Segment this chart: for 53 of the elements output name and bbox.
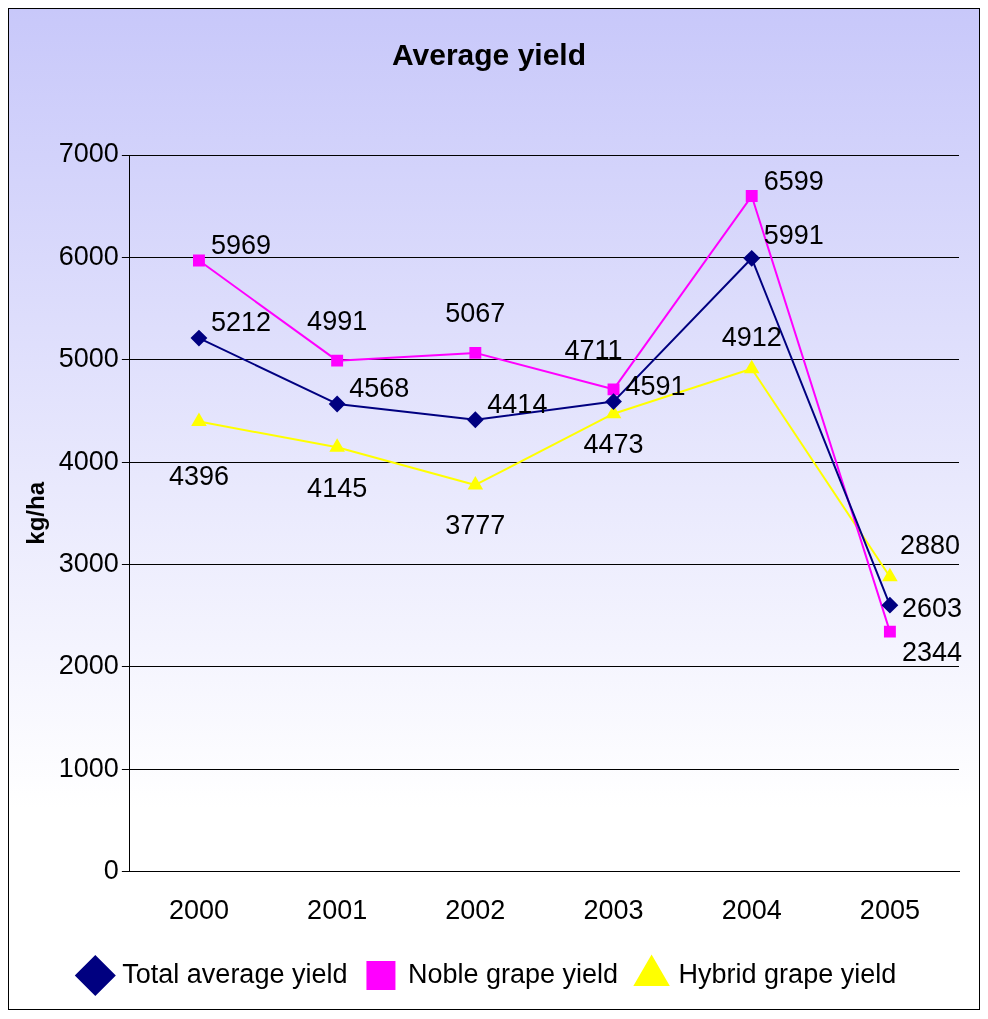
data-label: 5067 bbox=[445, 298, 506, 329]
chart-title: Average yield bbox=[392, 38, 586, 72]
point bbox=[745, 190, 758, 202]
data-label: 4991 bbox=[307, 306, 368, 337]
data-label: 2880 bbox=[899, 530, 960, 561]
y-tick-label: 1000 bbox=[58, 752, 119, 783]
x-tick-label: 2000 bbox=[168, 895, 229, 926]
data-label: 4711 bbox=[564, 334, 623, 365]
point bbox=[191, 413, 207, 427]
data-label: 4912 bbox=[721, 322, 782, 353]
data-label: 6599 bbox=[763, 165, 824, 196]
legend-label: Noble grape yield bbox=[407, 958, 619, 989]
point bbox=[193, 254, 205, 267]
y-tick-label: 6000 bbox=[58, 240, 119, 271]
data-label: 2344 bbox=[901, 637, 962, 668]
y-tick-label: 3000 bbox=[58, 547, 119, 578]
x-tick-label: 2001 bbox=[307, 895, 368, 926]
point bbox=[331, 354, 344, 367]
legend-label: Hybrid grape yield bbox=[678, 958, 897, 989]
point bbox=[605, 393, 622, 410]
data-label: 4414 bbox=[487, 389, 548, 420]
y-tick-label: 0 bbox=[103, 855, 119, 886]
data-label: 4568 bbox=[349, 373, 410, 404]
data-label: 5969 bbox=[210, 230, 272, 260]
point bbox=[743, 250, 760, 267]
point bbox=[881, 597, 898, 614]
x-tick-label: 2005 bbox=[859, 895, 920, 926]
y-tick-label: 4000 bbox=[58, 445, 119, 476]
point bbox=[607, 383, 620, 396]
point bbox=[882, 568, 897, 582]
point bbox=[329, 395, 346, 412]
data-label: 5212 bbox=[210, 307, 272, 338]
data-label: 3777 bbox=[445, 510, 506, 541]
x-tick-label: 2002 bbox=[445, 895, 506, 926]
data-label: 4145 bbox=[307, 472, 368, 503]
point bbox=[468, 476, 483, 490]
y-tick-label: 5000 bbox=[58, 343, 119, 374]
x-tick-label: 2004 bbox=[721, 895, 782, 926]
y-tick-label: 7000 bbox=[58, 138, 119, 169]
point bbox=[330, 439, 345, 452]
data-label: 2603 bbox=[901, 592, 962, 623]
legend-label: Total average yield bbox=[122, 958, 348, 989]
data-label: 4473 bbox=[583, 429, 644, 460]
point bbox=[469, 346, 482, 359]
y-axis-title: kg/ha bbox=[22, 481, 50, 545]
data-label: 4396 bbox=[168, 461, 229, 492]
data-label: 5991 bbox=[763, 219, 824, 250]
x-tick-label: 2003 bbox=[583, 895, 644, 926]
point bbox=[883, 625, 896, 638]
point bbox=[744, 360, 759, 374]
y-tick-label: 2000 bbox=[58, 650, 119, 681]
point bbox=[467, 411, 484, 428]
point bbox=[190, 330, 207, 347]
